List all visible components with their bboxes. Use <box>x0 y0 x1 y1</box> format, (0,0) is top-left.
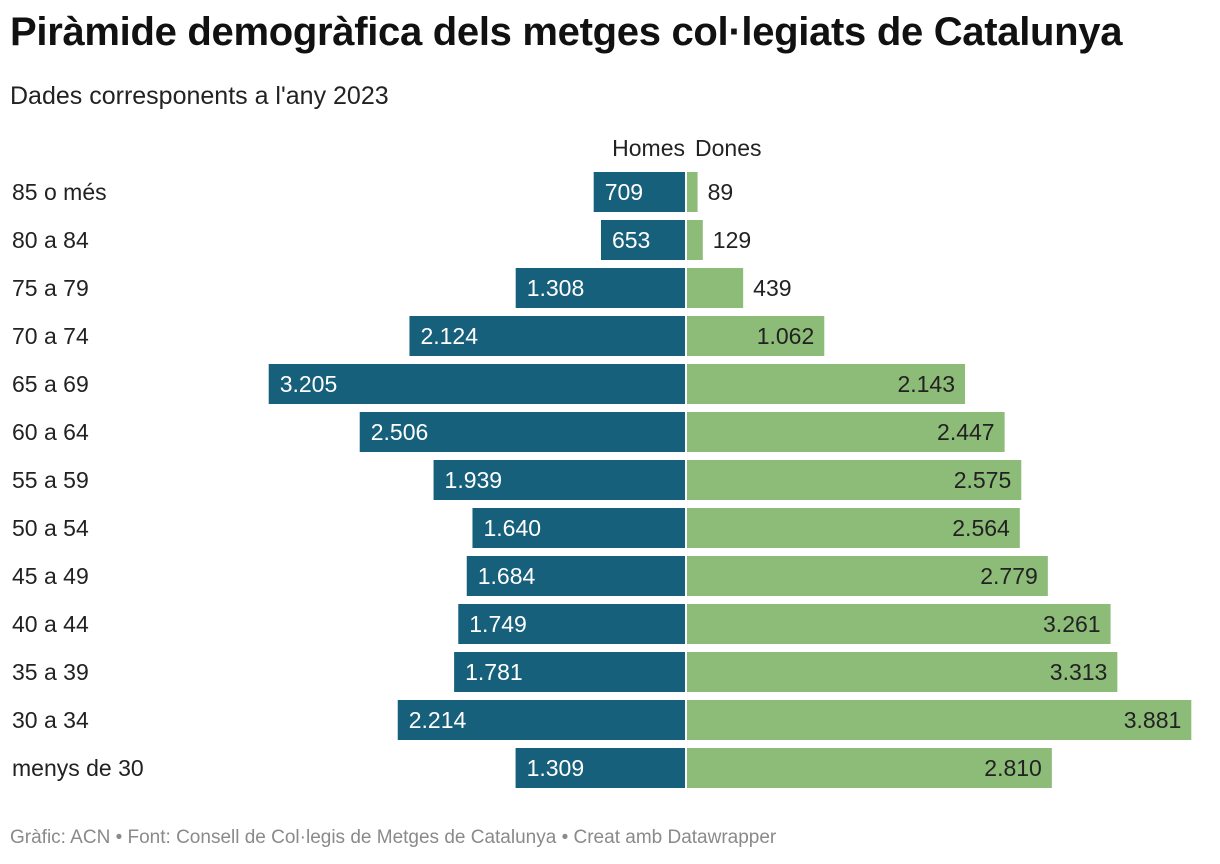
bar-dones <box>686 556 1048 596</box>
category-label: 75 a 79 <box>12 275 89 301</box>
value-label-homes: 1.640 <box>483 515 541 541</box>
category-label: 30 a 34 <box>12 707 89 733</box>
value-label-dones: 129 <box>713 227 751 253</box>
category-label: 35 a 39 <box>12 659 89 685</box>
value-label-dones: 2.447 <box>937 419 995 445</box>
category-label: 85 o més <box>12 179 107 205</box>
value-label-homes: 709 <box>605 179 643 205</box>
value-label-homes: 1.684 <box>478 563 536 589</box>
value-label-homes: 1.309 <box>527 755 585 781</box>
bar-dones <box>686 220 703 260</box>
bar-homes <box>515 268 686 308</box>
bar-dones <box>686 316 825 356</box>
value-label-dones: 2.575 <box>954 467 1012 493</box>
bar-homes <box>409 316 686 356</box>
chart-subtitle: Dades corresponents a l'any 2023 <box>10 82 389 110</box>
value-label-dones: 2.143 <box>897 371 955 397</box>
bar-dones <box>686 748 1052 788</box>
bar-dones <box>686 460 1022 500</box>
value-label-dones: 2.564 <box>952 515 1010 541</box>
category-label: 55 a 59 <box>12 467 89 493</box>
bar-dones <box>686 652 1118 692</box>
bar-dones <box>686 700 1192 740</box>
value-label-homes: 2.506 <box>371 419 429 445</box>
category-label: 80 a 84 <box>12 227 89 253</box>
bar-homes <box>600 220 686 260</box>
bar-homes <box>268 364 686 404</box>
value-label-dones: 1.062 <box>757 323 815 349</box>
bar-dones <box>686 172 698 212</box>
category-label: 60 a 64 <box>12 419 89 445</box>
value-label-homes: 1.749 <box>469 611 527 637</box>
value-label-dones: 439 <box>753 275 791 301</box>
bar-dones <box>686 604 1111 644</box>
bar-dones <box>686 268 744 308</box>
bar-homes <box>593 172 686 212</box>
value-label-dones: 3.881 <box>1124 707 1182 733</box>
value-label-homes: 1.781 <box>465 659 523 685</box>
bar-homes <box>433 460 686 500</box>
value-label-dones: 2.810 <box>984 755 1042 781</box>
legend-homes: Homes <box>612 135 685 161</box>
bar-dones <box>686 364 966 404</box>
value-label-dones: 3.313 <box>1050 659 1108 685</box>
category-label: 45 a 49 <box>12 563 89 589</box>
category-label: 70 a 74 <box>12 323 89 349</box>
bar-dones <box>686 412 1005 452</box>
value-label-homes: 2.124 <box>420 323 478 349</box>
value-label-homes: 1.308 <box>527 275 585 301</box>
value-label-homes: 3.205 <box>280 371 338 397</box>
bar-homes <box>472 508 686 548</box>
bar-homes <box>515 748 686 788</box>
bar-homes <box>466 556 686 596</box>
value-label-homes: 653 <box>612 227 650 253</box>
bar-homes <box>458 604 686 644</box>
value-label-dones: 3.261 <box>1043 611 1101 637</box>
category-label: 40 a 44 <box>12 611 89 637</box>
value-label-dones: 89 <box>708 179 734 205</box>
legend-dones: Dones <box>695 135 761 161</box>
bar-homes <box>397 700 686 740</box>
category-label: menys de 30 <box>12 755 144 781</box>
value-label-homes: 1.939 <box>445 467 503 493</box>
chart-footer: Gràfic: ACN • Font: Consell de Col·legis… <box>10 827 777 848</box>
value-label-homes: 2.214 <box>409 707 467 733</box>
bar-homes <box>359 412 686 452</box>
category-label: 50 a 54 <box>12 515 89 541</box>
bar-homes <box>454 652 686 692</box>
value-label-dones: 2.779 <box>980 563 1038 589</box>
chart-title: Piràmide demogràfica dels metges col·leg… <box>10 10 1123 54</box>
bar-dones <box>686 508 1020 548</box>
category-label: 65 a 69 <box>12 371 89 397</box>
